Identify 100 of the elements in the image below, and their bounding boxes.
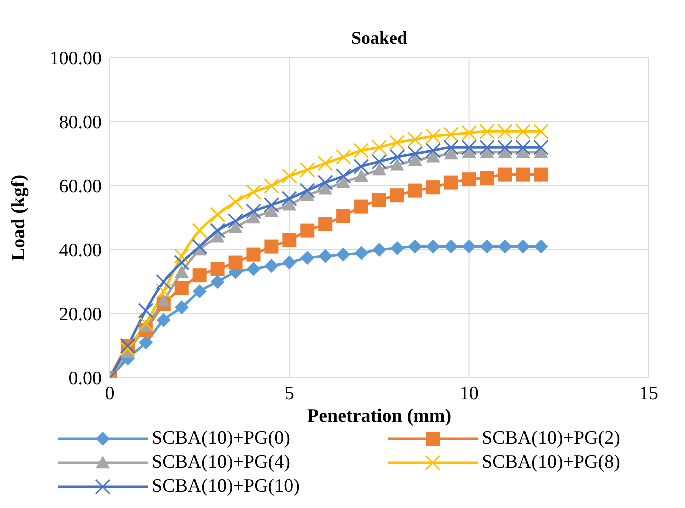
point [246,204,262,220]
point [426,240,440,254]
point [444,127,460,143]
point [174,255,190,271]
point [138,336,153,350]
point [192,239,208,255]
point [480,140,496,156]
x-tick-label: 15 [640,383,658,404]
point [498,124,514,140]
point [174,300,189,315]
point [498,240,512,254]
point [318,175,334,191]
point [300,183,316,199]
legend-label: SCBA(10)+PG(4) [152,452,290,474]
y-tick-label: 100.00 [50,48,102,70]
point [372,154,388,170]
point [480,171,494,185]
point [264,240,279,254]
point [336,248,351,262]
point [426,128,442,144]
point [156,284,172,300]
point [228,220,243,234]
point [534,168,548,182]
point [300,251,315,265]
point [515,124,531,140]
point [336,168,352,184]
point [498,168,512,182]
point [480,124,496,140]
point [210,275,225,289]
point [462,172,476,187]
point [336,176,351,188]
legend-label: SCBA(10)+PG(0) [152,428,290,450]
point [462,140,478,156]
point [192,223,208,239]
legend-label: SCBA(10)+PG(10) [152,476,300,498]
point [246,248,261,262]
point [264,178,280,194]
point [300,224,315,238]
point [246,184,262,200]
point [354,169,369,182]
point [156,294,171,307]
point [282,191,298,207]
y-tick-label: 40.00 [59,240,102,262]
point [390,241,404,256]
point [210,262,225,276]
point [390,135,406,151]
point [210,207,226,223]
point [390,149,406,165]
point [426,150,440,163]
point [408,153,422,166]
point [300,162,316,178]
point [372,243,386,257]
point [282,168,298,184]
y-tick-label: 80.00 [59,112,102,134]
point [246,211,261,224]
point [264,259,279,273]
point [408,132,424,148]
point [372,140,388,156]
point [354,159,370,175]
point [354,143,370,159]
point [354,246,369,260]
point [318,249,333,264]
point [156,313,171,328]
y-tick-label: 0.00 [68,368,102,390]
point [533,124,549,140]
point [120,341,136,357]
point [282,256,297,270]
point [138,316,154,332]
point [228,194,244,210]
point [282,198,297,211]
point [462,125,478,141]
point [174,248,190,264]
point [264,197,280,213]
point [408,240,422,254]
point [318,156,334,172]
point [462,240,476,254]
point [174,281,189,296]
point [426,180,440,195]
point [515,140,531,156]
point [228,213,244,229]
point [533,140,549,156]
point [192,268,207,283]
point [480,240,494,254]
legend-label: SCBA(10)+PG(2) [482,428,620,450]
point [174,265,189,278]
point [516,168,530,182]
point [336,149,352,165]
point [246,262,261,276]
point [228,256,243,270]
point [372,193,386,208]
x-axis-title: Penetration (mm) [307,406,452,427]
point [444,147,458,160]
point [318,182,333,195]
x-tick-label: 0 [105,383,115,404]
point [156,274,172,290]
y-tick-label: 60.00 [59,176,102,198]
point [138,303,154,319]
point [336,209,351,224]
point [210,223,226,239]
point [444,140,460,156]
